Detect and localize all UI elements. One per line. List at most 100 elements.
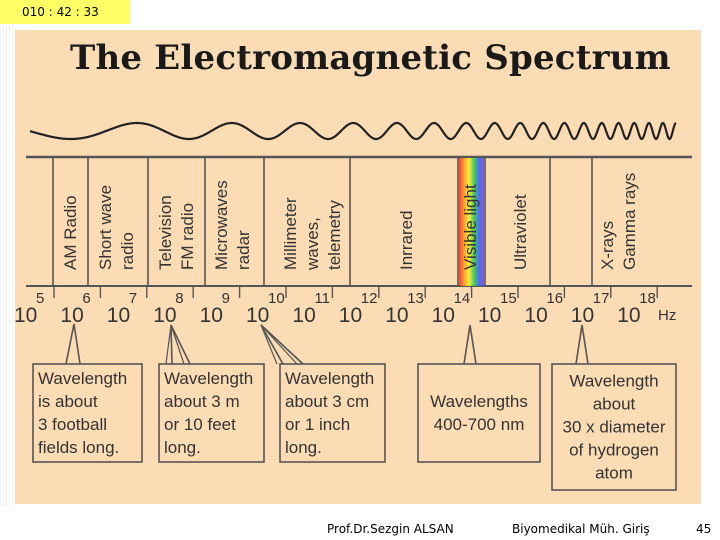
frequency-base: 10 xyxy=(246,304,269,327)
frequency-labels: 1051061071081091010101110121013101410151… xyxy=(14,290,656,327)
frequency-base: 10 xyxy=(385,304,408,327)
frequency-exponent: 6 xyxy=(82,290,90,307)
band-label-line: radio xyxy=(118,232,137,270)
pointer-wedge xyxy=(463,324,477,365)
frequency-base: 10 xyxy=(153,304,176,327)
frequency-base: 10 xyxy=(571,304,594,327)
frequency-exponent: 14 xyxy=(454,290,471,307)
band-label-line: Gamma rays xyxy=(620,173,639,270)
box-text-line: fields long. xyxy=(38,438,119,457)
pointer-lines xyxy=(65,323,589,365)
band-label-line: Inrrared xyxy=(397,210,416,270)
box-frame xyxy=(279,363,386,463)
timer: 010 : 42 : 33 xyxy=(0,0,130,24)
frequency-exponent: 7 xyxy=(129,290,137,307)
band-label-line: AM Radio xyxy=(61,195,80,270)
box-text-line: atom xyxy=(595,464,633,483)
band-label: Short wave radio xyxy=(96,185,137,270)
box-text-line: Wavelength xyxy=(38,369,127,388)
frequency-base: 10 xyxy=(60,304,83,327)
box-text-line: or 1 inch xyxy=(285,415,350,434)
frequency-exponent: 8 xyxy=(175,290,183,307)
band-label-line: Ultraviolet xyxy=(511,194,530,270)
frequency-exponent: 5 xyxy=(36,290,44,307)
band-label: Microwaves radar xyxy=(212,180,253,270)
band-label-line: FM radio xyxy=(178,203,197,270)
band-label: Millimeter waves, telemetry xyxy=(281,197,344,271)
box-text-line: about xyxy=(593,395,636,414)
box-frame xyxy=(551,363,677,491)
frequency-base: 10 xyxy=(524,304,547,327)
slide-title: The Electromagnetic Spectrum xyxy=(70,38,671,78)
frequency-base: 10 xyxy=(339,304,362,327)
frequency-base: 10 xyxy=(14,304,37,327)
pointer-wedge xyxy=(165,324,185,365)
band-label-line: telemetry xyxy=(325,200,344,270)
frequency-ticks xyxy=(53,286,658,298)
band-label-line: Microwaves xyxy=(212,180,231,270)
band-label: Inrrared xyxy=(397,210,416,270)
box-text-line: long. xyxy=(164,438,201,457)
box-text-line: Wavelength xyxy=(569,372,658,391)
frequency-exponent: 9 xyxy=(222,290,230,307)
band-labels: AM Radio Short wave radio Television FM radi… xyxy=(61,173,639,271)
slide-background xyxy=(15,30,701,504)
band-label: AM Radio xyxy=(61,195,80,270)
frequency-base: 10 xyxy=(200,304,223,327)
box-text-line: Wavelength xyxy=(285,369,374,388)
band-label-line: X-rays xyxy=(598,221,617,270)
box-frame xyxy=(417,363,541,463)
band-label: Visible light xyxy=(461,184,480,270)
box-text-line: 400-700 nm xyxy=(434,415,525,434)
pointer-wedge xyxy=(260,324,298,365)
footer-author: Prof.Dr.Sezgin ALSAN xyxy=(327,522,454,536)
wavelength-box: Wavelengths 400-700 nm xyxy=(417,363,541,463)
wavelength-box: Wavelength about 30 x diameter of hydrogen a… xyxy=(551,363,677,491)
box-text-line: Wavelengths xyxy=(430,392,528,411)
box-frame xyxy=(32,363,143,463)
box-text-line: 3 football xyxy=(38,415,107,434)
band-label: Ultraviolet xyxy=(511,194,530,270)
frequency-exponent: 16 xyxy=(546,290,563,307)
box-text-line: 30 x diameter xyxy=(563,418,666,437)
pointer-wedge xyxy=(170,324,191,365)
box-frame xyxy=(158,363,265,463)
band-label-line: Visible light xyxy=(461,184,480,270)
frequency-base: 10 xyxy=(478,304,501,327)
footer-page-number: 45 xyxy=(696,522,712,536)
frequency-base: 10 xyxy=(107,304,130,327)
band-dividers xyxy=(52,157,593,286)
footer-course: Biyomedikal Müh. Giriş xyxy=(512,522,650,536)
frequency-unit: Hz xyxy=(658,307,676,324)
visible-light-strip xyxy=(459,158,484,286)
box-text-line: or 10 feet xyxy=(164,415,236,434)
frequency-base: 10 xyxy=(292,304,315,327)
box-text-line: long. xyxy=(285,438,322,457)
frequency-base: 10 xyxy=(432,304,455,327)
wavelength-box: Wavelength is about 3 football fields long. xyxy=(32,363,143,463)
wavelength-box: Wavelength about 3 cm or 1 inch long. xyxy=(279,363,386,463)
box-text-line: about 3 m xyxy=(164,392,240,411)
box-text-line: of hydrogen xyxy=(569,441,659,460)
frequency-exponent: 10 xyxy=(268,290,285,307)
frequency-exponent: 17 xyxy=(593,290,610,307)
band-label: X-rays Gamma rays xyxy=(598,173,639,270)
band-label-line: waves, xyxy=(303,217,322,271)
band-label: Television FM radio xyxy=(156,195,197,270)
box-text-line: is about xyxy=(38,392,98,411)
wave-line xyxy=(29,121,677,141)
band-label-line: radar xyxy=(234,230,253,270)
frequency-base: 10 xyxy=(617,304,640,327)
band-label-line: Television xyxy=(156,195,175,270)
pointer-wedge xyxy=(65,323,81,365)
frequency-exponent: 12 xyxy=(361,290,378,307)
wavelength-box: Wavelength about 3 m or 10 feet long. xyxy=(158,363,265,463)
band-label-line: Short wave xyxy=(96,185,115,270)
frequency-exponent: 18 xyxy=(639,290,656,307)
side-stripe xyxy=(0,26,14,506)
pointer-wedge xyxy=(260,324,304,365)
frequency-exponent: 13 xyxy=(407,290,424,307)
band-label-line: Millimeter xyxy=(281,197,300,270)
box-text-line: Wavelength xyxy=(164,369,253,388)
